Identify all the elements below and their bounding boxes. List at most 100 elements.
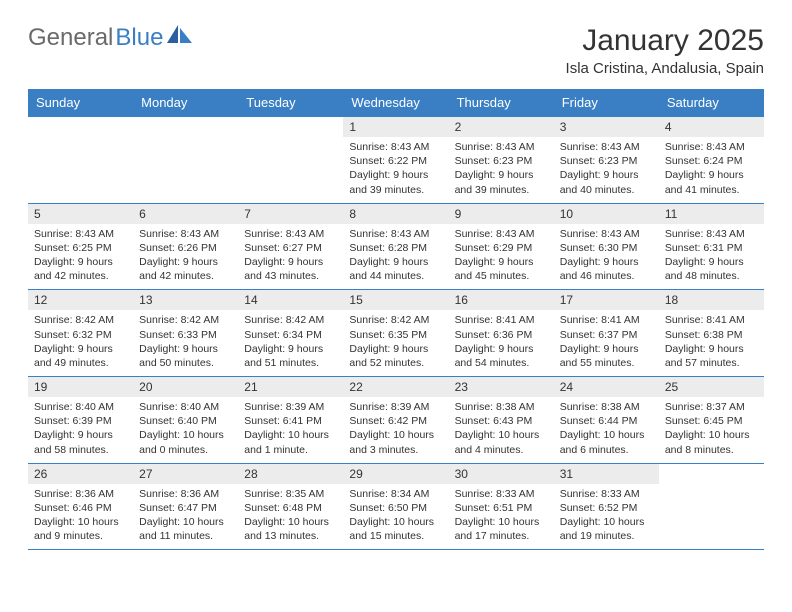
day-details: Sunrise: 8:43 AMSunset: 6:25 PMDaylight:… [28,224,133,290]
daylight-text: Daylight: 10 hours and 13 minutes. [244,515,337,543]
day-cell: 4Sunrise: 8:43 AMSunset: 6:24 PMDaylight… [659,117,764,204]
day-cell: 19Sunrise: 8:40 AMSunset: 6:39 PMDayligh… [28,377,133,464]
sunset-text: Sunset: 6:28 PM [349,241,442,255]
day-cell: 6Sunrise: 8:43 AMSunset: 6:26 PMDaylight… [133,203,238,290]
day-cell: 24Sunrise: 8:38 AMSunset: 6:44 PMDayligh… [554,377,659,464]
sunset-text: Sunset: 6:41 PM [244,414,337,428]
day-cell: 20Sunrise: 8:40 AMSunset: 6:40 PMDayligh… [133,377,238,464]
day-number: 1 [343,117,448,137]
daylight-text: Daylight: 10 hours and 11 minutes. [139,515,232,543]
calendar-table: Sunday Monday Tuesday Wednesday Thursday… [28,89,764,550]
daylight-text: Daylight: 9 hours and 49 minutes. [34,342,127,370]
sunrise-text: Sunrise: 8:43 AM [560,140,653,154]
day-number: 3 [554,117,659,137]
day-number: 30 [449,464,554,484]
week-row: 19Sunrise: 8:40 AMSunset: 6:39 PMDayligh… [28,377,764,464]
day-number: 11 [659,204,764,224]
sunset-text: Sunset: 6:37 PM [560,328,653,342]
sunset-text: Sunset: 6:24 PM [665,154,758,168]
sunrise-text: Sunrise: 8:43 AM [455,140,548,154]
daylight-text: Daylight: 9 hours and 50 minutes. [139,342,232,370]
sunset-text: Sunset: 6:27 PM [244,241,337,255]
daylight-text: Daylight: 9 hours and 58 minutes. [34,428,127,456]
day-cell: 25Sunrise: 8:37 AMSunset: 6:45 PMDayligh… [659,377,764,464]
daylight-text: Daylight: 10 hours and 9 minutes. [34,515,127,543]
sunset-text: Sunset: 6:48 PM [244,501,337,515]
sunset-text: Sunset: 6:26 PM [139,241,232,255]
day-cell: 26Sunrise: 8:36 AMSunset: 6:46 PMDayligh… [28,463,133,550]
day-details: Sunrise: 8:42 AMSunset: 6:33 PMDaylight:… [133,310,238,376]
day-number: 16 [449,290,554,310]
day-cell: 15Sunrise: 8:42 AMSunset: 6:35 PMDayligh… [343,290,448,377]
daylight-text: Daylight: 9 hours and 44 minutes. [349,255,442,283]
sunset-text: Sunset: 6:52 PM [560,501,653,515]
day-number: 31 [554,464,659,484]
sunset-text: Sunset: 6:31 PM [665,241,758,255]
day-cell: 17Sunrise: 8:41 AMSunset: 6:37 PMDayligh… [554,290,659,377]
daylight-text: Daylight: 9 hours and 43 minutes. [244,255,337,283]
daylight-text: Daylight: 9 hours and 57 minutes. [665,342,758,370]
daylight-text: Daylight: 10 hours and 6 minutes. [560,428,653,456]
sunset-text: Sunset: 6:36 PM [455,328,548,342]
day-cell: 2Sunrise: 8:43 AMSunset: 6:23 PMDaylight… [449,117,554,204]
day-cell: 8Sunrise: 8:43 AMSunset: 6:28 PMDaylight… [343,203,448,290]
day-cell: 3Sunrise: 8:43 AMSunset: 6:23 PMDaylight… [554,117,659,204]
day-number: 4 [659,117,764,137]
day-cell: 1Sunrise: 8:43 AMSunset: 6:22 PMDaylight… [343,117,448,204]
sunrise-text: Sunrise: 8:42 AM [349,313,442,327]
brand-part2: Blue [115,24,163,52]
day-number: 26 [28,464,133,484]
daylight-text: Daylight: 10 hours and 0 minutes. [139,428,232,456]
day-details: Sunrise: 8:33 AMSunset: 6:52 PMDaylight:… [554,484,659,550]
week-row: 1Sunrise: 8:43 AMSunset: 6:22 PMDaylight… [28,117,764,204]
day-number: 28 [238,464,343,484]
day-cell: 31Sunrise: 8:33 AMSunset: 6:52 PMDayligh… [554,463,659,550]
day-details: Sunrise: 8:43 AMSunset: 6:23 PMDaylight:… [554,137,659,203]
day-number: 22 [343,377,448,397]
sunrise-text: Sunrise: 8:41 AM [455,313,548,327]
daylight-text: Daylight: 9 hours and 39 minutes. [349,168,442,196]
daylight-text: Daylight: 9 hours and 54 minutes. [455,342,548,370]
day-cell [133,117,238,204]
day-cell: 30Sunrise: 8:33 AMSunset: 6:51 PMDayligh… [449,463,554,550]
day-number: 7 [238,204,343,224]
daylight-text: Daylight: 10 hours and 1 minute. [244,428,337,456]
day-details: Sunrise: 8:43 AMSunset: 6:28 PMDaylight:… [343,224,448,290]
day-cell [28,117,133,204]
day-number: 10 [554,204,659,224]
day-details: Sunrise: 8:33 AMSunset: 6:51 PMDaylight:… [449,484,554,550]
sunrise-text: Sunrise: 8:34 AM [349,487,442,501]
day-cell: 5Sunrise: 8:43 AMSunset: 6:25 PMDaylight… [28,203,133,290]
daylight-text: Daylight: 10 hours and 4 minutes. [455,428,548,456]
day-cell: 12Sunrise: 8:42 AMSunset: 6:32 PMDayligh… [28,290,133,377]
daylight-text: Daylight: 9 hours and 40 minutes. [560,168,653,196]
day-header: Saturday [659,89,764,117]
sunrise-text: Sunrise: 8:36 AM [139,487,232,501]
sunrise-text: Sunrise: 8:40 AM [34,400,127,414]
day-number: 27 [133,464,238,484]
day-cell: 9Sunrise: 8:43 AMSunset: 6:29 PMDaylight… [449,203,554,290]
week-row: 12Sunrise: 8:42 AMSunset: 6:32 PMDayligh… [28,290,764,377]
day-cell: 29Sunrise: 8:34 AMSunset: 6:50 PMDayligh… [343,463,448,550]
daylight-text: Daylight: 10 hours and 17 minutes. [455,515,548,543]
day-details: Sunrise: 8:42 AMSunset: 6:35 PMDaylight:… [343,310,448,376]
day-cell: 14Sunrise: 8:42 AMSunset: 6:34 PMDayligh… [238,290,343,377]
sunrise-text: Sunrise: 8:43 AM [139,227,232,241]
sunrise-text: Sunrise: 8:42 AM [139,313,232,327]
day-cell: 27Sunrise: 8:36 AMSunset: 6:47 PMDayligh… [133,463,238,550]
day-number: 13 [133,290,238,310]
day-details: Sunrise: 8:43 AMSunset: 6:30 PMDaylight:… [554,224,659,290]
sunset-text: Sunset: 6:42 PM [349,414,442,428]
day-number: 19 [28,377,133,397]
sunrise-text: Sunrise: 8:38 AM [455,400,548,414]
day-details: Sunrise: 8:42 AMSunset: 6:34 PMDaylight:… [238,310,343,376]
sunrise-text: Sunrise: 8:42 AM [244,313,337,327]
day-number: 29 [343,464,448,484]
sunrise-text: Sunrise: 8:40 AM [139,400,232,414]
sunrise-text: Sunrise: 8:41 AM [665,313,758,327]
day-details: Sunrise: 8:40 AMSunset: 6:39 PMDaylight:… [28,397,133,463]
day-details: Sunrise: 8:43 AMSunset: 6:23 PMDaylight:… [449,137,554,203]
month-title: January 2025 [566,24,764,58]
day-number: 17 [554,290,659,310]
day-details: Sunrise: 8:43 AMSunset: 6:26 PMDaylight:… [133,224,238,290]
